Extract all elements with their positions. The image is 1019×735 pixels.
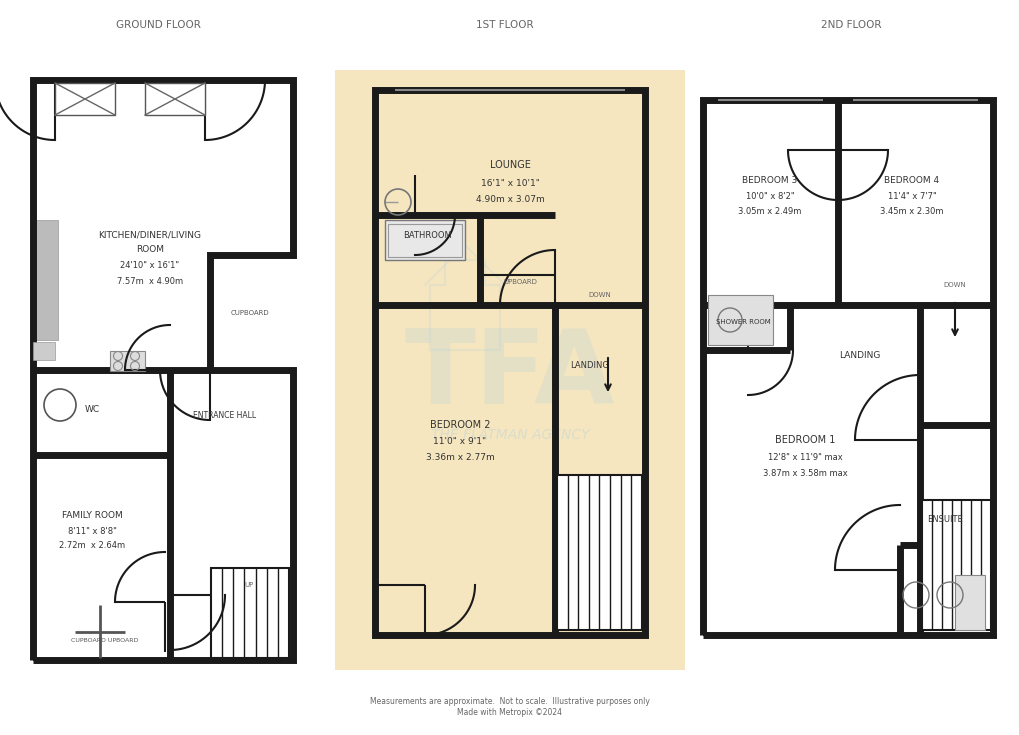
Text: 16'1" x 10'1": 16'1" x 10'1" bbox=[480, 179, 539, 187]
Bar bbox=[921, 500, 990, 630]
Text: 3.05m x 2.49m: 3.05m x 2.49m bbox=[738, 207, 801, 215]
Text: THE FLATMAN AGENCY: THE FLATMAN AGENCY bbox=[430, 428, 589, 442]
Text: FAMILY ROOM: FAMILY ROOM bbox=[61, 511, 122, 520]
Text: BEDROOM 2: BEDROOM 2 bbox=[429, 420, 490, 430]
Text: LOUNGE: LOUNGE bbox=[489, 160, 530, 170]
Text: UP: UP bbox=[245, 582, 254, 588]
Bar bbox=[556, 475, 641, 630]
Text: 10'0" x 8'2": 10'0" x 8'2" bbox=[745, 192, 794, 201]
Text: DOWN: DOWN bbox=[588, 292, 610, 298]
Text: CUPBOARD: CUPBOARD bbox=[230, 310, 269, 316]
Text: LANDING: LANDING bbox=[839, 351, 879, 359]
Text: 7.57m  x 4.90m: 7.57m x 4.90m bbox=[117, 276, 182, 285]
Text: SHOWER ROOM: SHOWER ROOM bbox=[715, 319, 769, 325]
Bar bbox=[334, 70, 685, 670]
Text: 3.87m x 3.58m max: 3.87m x 3.58m max bbox=[762, 470, 847, 478]
Text: ENSUITE: ENSUITE bbox=[926, 515, 962, 525]
Bar bbox=[384, 220, 465, 260]
Text: BEDROOM 3: BEDROOM 3 bbox=[742, 176, 797, 184]
Bar bbox=[211, 568, 288, 658]
Text: 24'10" x 16'1": 24'10" x 16'1" bbox=[120, 262, 179, 270]
Bar bbox=[707, 295, 772, 345]
Text: 11'4" x 7'7": 11'4" x 7'7" bbox=[887, 192, 935, 201]
Text: DOWN: DOWN bbox=[943, 282, 965, 288]
Text: WC: WC bbox=[85, 406, 100, 415]
Text: 2.72m  x 2.64m: 2.72m x 2.64m bbox=[59, 540, 125, 550]
Text: 3.36m x 2.77m: 3.36m x 2.77m bbox=[425, 453, 494, 462]
Text: UPBOARD: UPBOARD bbox=[502, 279, 536, 285]
Text: TFA: TFA bbox=[405, 324, 614, 426]
Text: 4.90m x 3.07m: 4.90m x 3.07m bbox=[475, 195, 544, 204]
Bar bbox=[375, 90, 644, 635]
Text: CUPBOARD UPBOARD: CUPBOARD UPBOARD bbox=[71, 637, 139, 642]
Polygon shape bbox=[33, 80, 292, 660]
Bar bbox=[387, 224, 462, 257]
Text: GROUND FLOOR: GROUND FLOOR bbox=[115, 20, 201, 30]
Bar bbox=[55, 83, 115, 115]
Bar bbox=[954, 575, 984, 630]
Text: ROOM: ROOM bbox=[136, 245, 164, 254]
Bar bbox=[33, 220, 58, 340]
Polygon shape bbox=[702, 100, 993, 635]
Text: Measurements are approximate.  Not to scale.  Illustrative purposes only
Made wi: Measurements are approximate. Not to sca… bbox=[370, 698, 649, 717]
Text: 12'8" x 11'9" max: 12'8" x 11'9" max bbox=[767, 453, 842, 462]
Text: BEDROOM 1: BEDROOM 1 bbox=[774, 435, 835, 445]
Text: LANDING: LANDING bbox=[570, 360, 608, 370]
Text: 11'0" x 9'1": 11'0" x 9'1" bbox=[433, 437, 486, 446]
Text: 1ST FLOOR: 1ST FLOOR bbox=[476, 20, 533, 30]
Bar bbox=[145, 83, 205, 115]
Text: ENTRANCE HALL: ENTRANCE HALL bbox=[194, 411, 257, 420]
Text: BEDROOM 4: BEDROOM 4 bbox=[883, 176, 938, 184]
Text: 3.45m x 2.30m: 3.45m x 2.30m bbox=[879, 207, 943, 215]
Text: BATHROOM: BATHROOM bbox=[404, 231, 452, 240]
Text: 8'11" x 8'8": 8'11" x 8'8" bbox=[67, 526, 116, 536]
Bar bbox=[110, 351, 145, 371]
Text: 2ND FLOOR: 2ND FLOOR bbox=[820, 20, 881, 30]
Bar bbox=[33, 342, 55, 360]
Text: KITCHEN/DINER/LIVING: KITCHEN/DINER/LIVING bbox=[99, 231, 202, 240]
